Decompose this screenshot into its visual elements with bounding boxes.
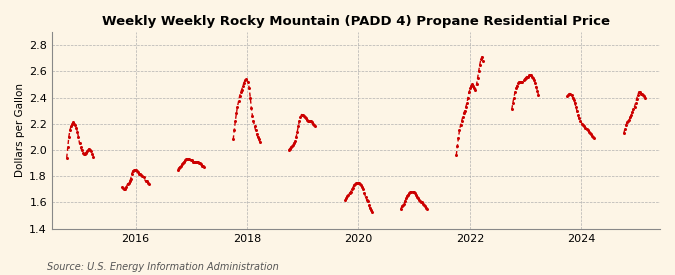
Text: Source: U.S. Energy Information Administration: Source: U.S. Energy Information Administ… [47, 262, 279, 272]
Title: Weekly Weekly Rocky Mountain (PADD 4) Propane Residential Price: Weekly Weekly Rocky Mountain (PADD 4) Pr… [102, 15, 610, 28]
Y-axis label: Dollars per Gallon: Dollars per Gallon [15, 83, 25, 177]
